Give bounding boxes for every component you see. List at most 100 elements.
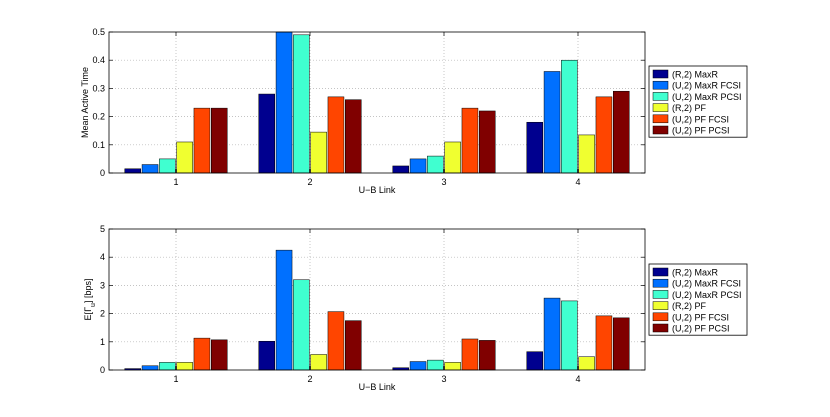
legend-label: (U,2) MaxR PCSI [672,92,742,102]
y-tick-label: 0.4 [92,55,105,65]
legend-label: (U,2) PF FCSI [672,114,729,124]
bar [176,141,193,174]
bar [561,59,578,174]
bar [345,320,362,371]
y-axis-label: Mean Active Time [80,67,90,138]
x-tick-label: 1 [173,177,178,187]
bar [613,90,630,174]
legend-label: (R,2) PF [672,103,707,113]
x-axis-label: U−B Link [359,185,396,195]
bar [176,362,193,371]
legend-swatch [652,312,669,322]
axes-frame [108,31,646,174]
legend-swatch [652,92,669,101]
bar [345,99,362,174]
x-tick-label: 1 [173,374,178,384]
x-tick-label: 3 [441,177,446,187]
bar [275,249,293,371]
bar [578,134,595,174]
y-tick-label: 0.5 [92,27,105,37]
y-tick-label: 3 [100,280,105,290]
legend-swatch [652,267,669,277]
x-tick-label: 3 [441,374,446,384]
legend: (R,2) MaxR(U,2) MaxR FCSI(U,2) MaxR PCSI… [648,263,748,336]
legend-swatch [652,103,669,112]
y-tick-label: 0.3 [92,83,105,93]
y-axis-label: E[Γu] [bps] [83,279,97,321]
bar [141,365,159,371]
legend: (R,2) MaxR(U,2) MaxR FCSI(U,2) MaxR PCSI… [648,65,748,138]
x-tick-label: 2 [307,177,312,187]
bar [427,155,444,174]
y-tick-label: 4 [100,252,105,262]
legend-swatch [652,125,669,135]
bar [444,362,461,371]
bar [211,339,228,371]
x-axis-label: U−B Link [359,382,396,392]
legend-label: (R,2) MaxR [672,268,719,278]
y-axis-label-tail: ] [bps] [83,279,93,304]
bar [427,359,444,371]
bar [561,300,578,371]
bar [293,34,310,174]
bar [578,356,595,371]
bar [595,96,613,174]
bar [124,168,141,174]
bar [211,107,228,174]
legend-label: (U,2) MaxR FCSI [672,279,741,289]
y-tick-label: 1 [100,337,105,347]
y-tick-label: 0.2 [92,112,105,122]
bar [526,351,543,371]
legend-label: (R,2) PF [672,301,707,311]
legend-swatch [652,323,669,333]
bar [409,158,427,174]
legend-label: (U,2) PF FCSI [672,312,729,322]
x-tick-label: 4 [575,374,580,384]
legend-label: (U,2) MaxR PCSI [672,290,742,300]
bar [595,315,613,371]
bar [461,338,479,371]
y-tick-label: 0.1 [92,140,105,150]
bar [461,107,479,174]
legend-swatch [652,290,669,299]
bar [193,107,211,174]
y-tick-label: 2 [100,309,105,319]
bar [275,31,293,174]
axes-frame [108,228,646,371]
legend-label: (U,2) MaxR FCSI [672,81,741,91]
bar [159,362,176,371]
bar [159,158,176,174]
y-axis-label-sub: u [90,303,97,307]
bar [526,121,543,174]
x-tick-label: 4 [575,177,580,187]
bar [444,141,461,174]
bar [409,361,427,371]
bar [327,311,345,371]
bar [310,354,327,371]
bar [258,93,275,174]
y-tick-label: 0 [100,168,105,178]
bar [479,110,496,174]
x-tick-label: 2 [307,374,312,384]
legend-swatch [652,278,669,288]
legend-label: (U,2) PF PCSI [672,324,730,334]
legend-swatch [652,301,669,310]
bar [258,340,275,371]
bar [479,340,496,371]
legend-label: (U,2) PF PCSI [672,126,730,136]
bar [327,96,345,174]
legend-swatch [652,69,669,79]
bar [392,165,409,174]
bar [613,317,630,371]
y-tick-label: 5 [100,224,105,234]
legend-swatch [652,114,669,124]
legend-label: (R,2) MaxR [672,70,719,80]
y-tick-label: 0 [100,365,105,375]
chart-1: 0 0.1 0.2 0.3 0.4 0.5 1 2 3 4 U−B Link Mean Active … [80,27,748,195]
bar [543,71,561,174]
bar [293,279,310,371]
legend-swatch [652,80,669,90]
bar [543,297,561,371]
